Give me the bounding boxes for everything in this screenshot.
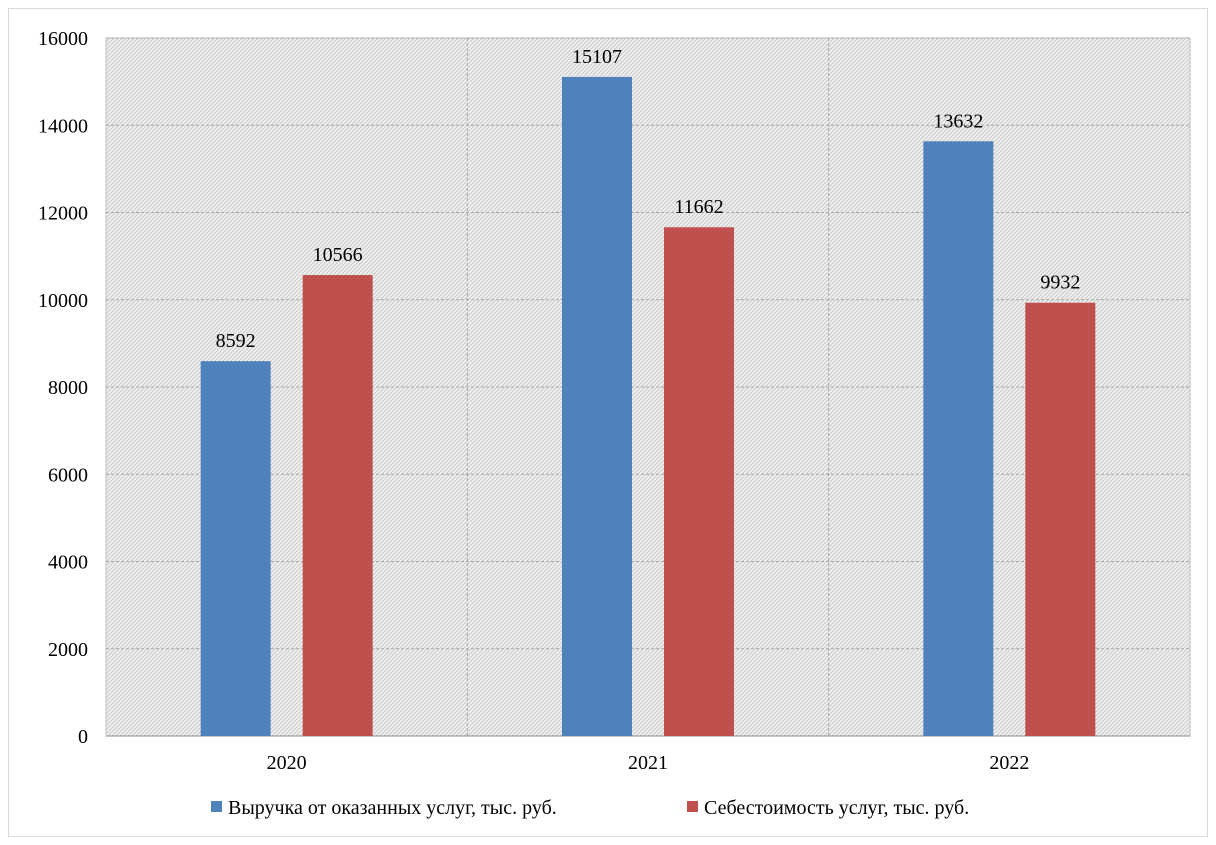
data-label: 11662 (674, 196, 723, 218)
x-tick-label: 2020 (267, 752, 307, 774)
x-tick-label: 2022 (989, 752, 1029, 774)
bar-2022-series-2 (1025, 302, 1096, 736)
data-labels: 8592 10566 15107 11662 13632 9932 (216, 46, 1081, 352)
y-tick-label: 2000 (48, 639, 88, 661)
data-label: 15107 (572, 46, 622, 68)
legend-label-2: Себестоимость услуг, тыс. руб. (704, 797, 969, 819)
bar-2020-series-2 (302, 275, 373, 736)
y-tick-label: 16000 (38, 28, 88, 50)
gridlines (106, 37, 1190, 737)
y-tick-label: 8000 (48, 377, 88, 399)
y-tick-label: 6000 (48, 464, 88, 486)
data-label: 9932 (1040, 272, 1080, 294)
x-tick-label: 2021 (628, 752, 668, 774)
y-tick-label: 10000 (38, 290, 88, 312)
legend-label-1: Выручка от оказанных услуг, тыс. руб. (228, 797, 557, 819)
bar-2020-series-1 (200, 361, 271, 736)
y-tick-label: 0 (78, 726, 88, 748)
data-label: 10566 (313, 244, 363, 266)
data-label: 8592 (216, 330, 256, 352)
data-label: 13632 (933, 110, 983, 132)
bar-2021-series-2 (664, 227, 734, 737)
y-tick-label: 14000 (38, 115, 88, 137)
y-tick-label: 4000 (48, 552, 88, 574)
y-tick-label: 12000 (38, 203, 88, 225)
y-axis: 0 2000 4000 6000 8000 10000 12000 14000 16000 (38, 28, 88, 748)
x-axis: 2020 2021 2022 (267, 752, 1030, 774)
bars (200, 76, 1096, 737)
legend-swatch-2 (687, 801, 698, 812)
legend: Выручка от оказанных услуг, тыс. руб. Себ… (211, 797, 969, 819)
bar-2022-series-1 (923, 141, 994, 736)
bar-2021-series-1 (562, 76, 632, 736)
legend-swatch-1 (211, 801, 222, 812)
